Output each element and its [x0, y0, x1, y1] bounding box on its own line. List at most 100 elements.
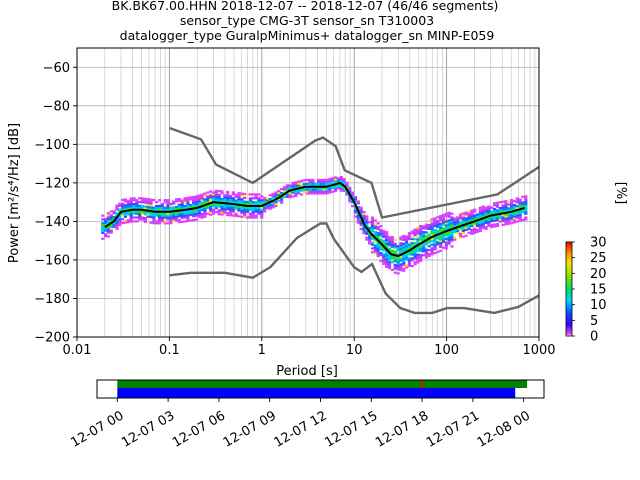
- density-cell: [492, 204, 497, 207]
- density-cell: [510, 202, 514, 206]
- density-cell: [308, 190, 312, 193]
- density-cell: [441, 233, 446, 236]
- density-cell: [404, 243, 409, 246]
- density-cell: [177, 207, 182, 210]
- density-cell: [172, 219, 176, 222]
- density-cell: [280, 201, 284, 204]
- density-cell: [478, 210, 482, 213]
- density-cell: [475, 213, 480, 216]
- density-cell: [444, 237, 448, 240]
- density-cell: [203, 209, 207, 213]
- density-cell: [140, 201, 145, 204]
- density-cell: [424, 231, 429, 234]
- density-cell: [101, 222, 105, 225]
- density-cell: [447, 236, 451, 239]
- chart-title-line1: BK.BK67.00.HHN 2018-12-07 -- 2018-12-07 …: [112, 0, 499, 13]
- density-cell: [109, 219, 113, 223]
- density-cell: [439, 241, 443, 245]
- density-cell: [257, 208, 261, 211]
- density-cell: [390, 255, 394, 258]
- density-cell: [430, 226, 434, 229]
- density-cell: [115, 208, 119, 211]
- density-cell: [515, 206, 519, 210]
- density-cell: [305, 188, 309, 191]
- density-cell: [333, 187, 338, 191]
- density-cell: [257, 210, 261, 213]
- density-cell: [123, 213, 128, 216]
- density-cell: [385, 258, 389, 261]
- density-cell: [441, 229, 446, 232]
- density-cell: [226, 194, 230, 197]
- density-cell: [430, 218, 434, 221]
- density-cell: [359, 206, 363, 209]
- density-cell: [492, 208, 497, 211]
- density-cell: [424, 223, 429, 226]
- noise-model-high: [168, 126, 539, 219]
- density-cell: [464, 228, 468, 232]
- density-cell: [121, 208, 125, 211]
- density-cell: [404, 246, 409, 250]
- density-cell: [419, 224, 423, 228]
- density-cell: [521, 211, 525, 214]
- density-cell: [115, 219, 119, 223]
- density-cell: [382, 247, 386, 250]
- density-cell: [302, 183, 306, 186]
- density-cell: [433, 251, 437, 255]
- density-cell: [410, 253, 414, 256]
- density-cell: [294, 192, 298, 196]
- density-cell: [524, 204, 528, 208]
- density-cell: [470, 228, 474, 232]
- density-cell: [262, 210, 267, 213]
- density-cell: [271, 206, 275, 209]
- density-cell: [365, 238, 369, 241]
- density-cell: [356, 215, 360, 219]
- density-cell: [322, 190, 326, 193]
- density-cell: [473, 208, 477, 211]
- density-cell: [458, 228, 463, 232]
- density-cell: [444, 224, 448, 227]
- density-cell: [518, 215, 522, 219]
- density-cell: [396, 268, 400, 271]
- density-cell: [464, 217, 468, 220]
- density-cell: [399, 269, 403, 272]
- density-cell: [109, 216, 113, 219]
- density-cell: [441, 240, 446, 244]
- density-cell: [495, 222, 500, 226]
- density-cell: [180, 205, 184, 208]
- density-cell: [475, 230, 480, 233]
- density-cell: [447, 221, 451, 224]
- density-cell: [112, 212, 116, 215]
- density-cell: [243, 196, 247, 199]
- density-cell: [524, 199, 528, 202]
- timeline-red-marker: [421, 380, 424, 388]
- density-cell: [126, 207, 130, 210]
- density-cell: [126, 211, 130, 214]
- density-cell: [518, 213, 522, 217]
- density-cell: [433, 232, 437, 235]
- density-cell: [299, 189, 304, 192]
- density-cell: [424, 250, 429, 253]
- density-cell: [157, 212, 162, 215]
- density-cell: [163, 201, 167, 204]
- density-cell: [280, 197, 284, 200]
- density-cell: [146, 207, 150, 210]
- density-cell: [407, 257, 412, 260]
- density-cell: [470, 225, 474, 228]
- chart-title-line3: datalogger_type GuralpMinimus+ datalogge…: [120, 28, 495, 43]
- density-cell: [387, 245, 392, 248]
- density-cell: [132, 199, 136, 202]
- density-cell: [495, 217, 500, 220]
- density-cell: [498, 216, 502, 219]
- density-cell: [521, 205, 525, 208]
- density-cell: [359, 227, 363, 231]
- density-cell: [166, 202, 170, 206]
- density-cell: [481, 221, 485, 224]
- density-cell: [106, 229, 111, 232]
- density-cell: [180, 203, 184, 206]
- density-cell: [385, 254, 389, 257]
- density-cell: [223, 211, 227, 214]
- density-cell: [447, 238, 451, 241]
- density-cell: [370, 218, 375, 221]
- density-cell: [399, 265, 403, 268]
- density-cell: [140, 218, 145, 221]
